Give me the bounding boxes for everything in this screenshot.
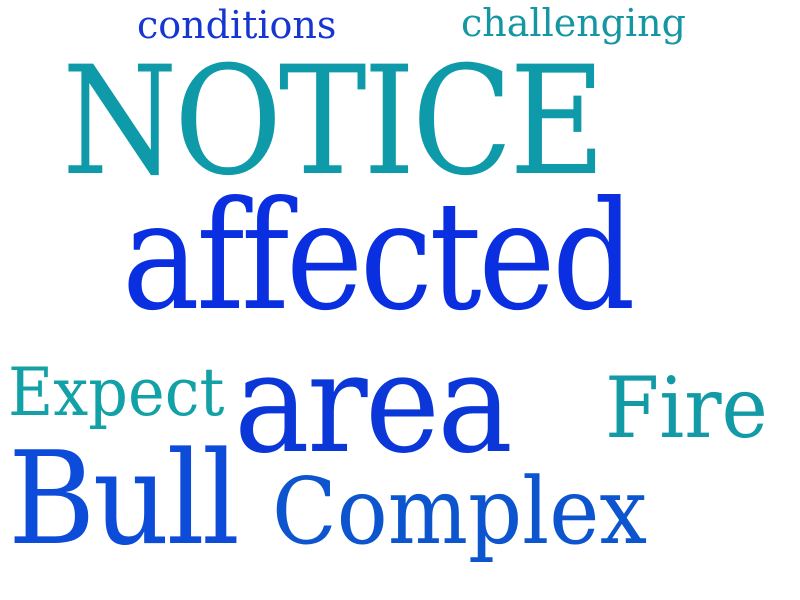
word-affected: affected — [122, 170, 636, 344]
word-bull: Bull — [8, 425, 240, 574]
word-expect: Expect — [8, 354, 225, 431]
word-fire: Fire — [605, 359, 768, 457]
word-complex: Complex — [272, 458, 648, 565]
word-notice: NOTICE — [62, 35, 606, 209]
word-conditions: conditions — [137, 3, 337, 47]
word-challenging: challenging — [461, 1, 686, 45]
word-area: area — [234, 323, 513, 484]
